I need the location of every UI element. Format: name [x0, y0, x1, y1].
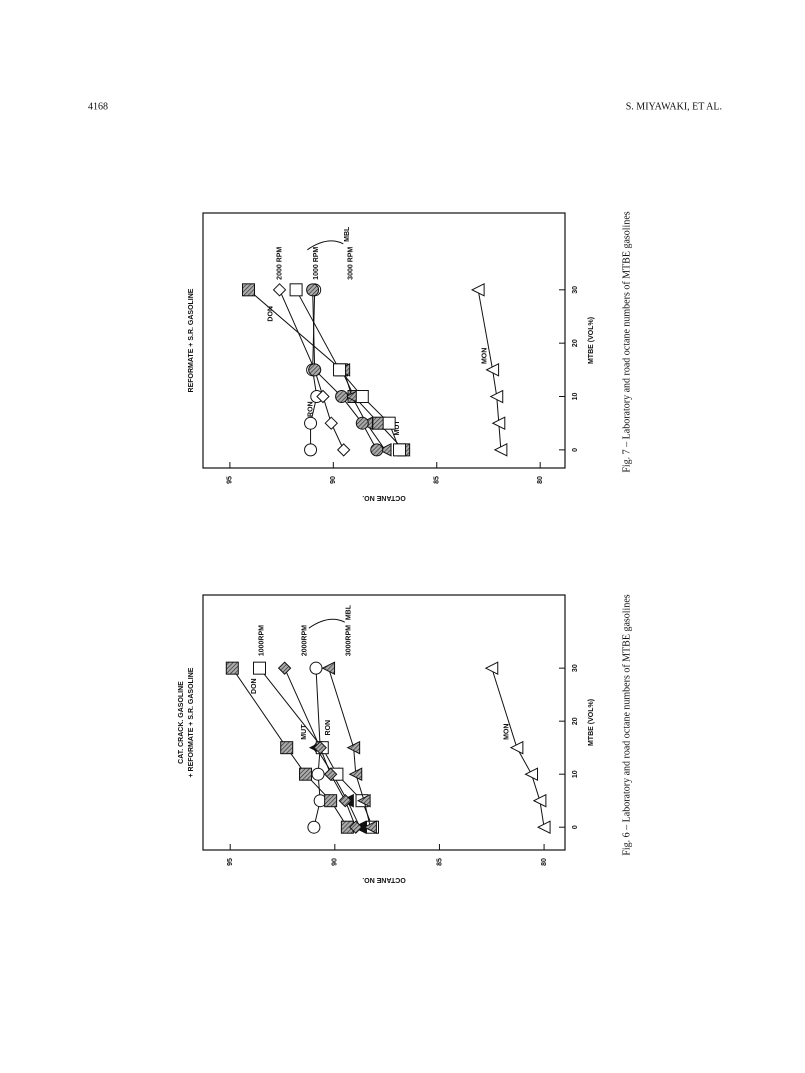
- x-tick-label: 0: [572, 448, 579, 452]
- series-label: 1000RPM: [258, 625, 265, 656]
- marker: [357, 793, 371, 808]
- x-axis-label: MTBE (VOL%): [588, 317, 595, 364]
- marker: [370, 443, 384, 457]
- series-label: DON: [267, 306, 274, 322]
- series-label: MON: [481, 348, 488, 364]
- marker: [304, 443, 318, 457]
- series-label: 2000 RPM: [276, 247, 283, 280]
- chart-subtitle: + REFORMATE + S.R. GASOLINE: [188, 667, 195, 777]
- marker: [336, 443, 351, 457]
- marker: [304, 416, 318, 430]
- marker: [346, 740, 361, 755]
- marker: [348, 767, 363, 781]
- marker: [484, 661, 499, 675]
- x-tick-label: 20: [572, 717, 579, 725]
- marker: [306, 283, 320, 297]
- plot-frame: [202, 594, 566, 851]
- marker: [524, 767, 539, 781]
- y-tick-label: 95: [227, 476, 234, 484]
- x-tick-label: 10: [572, 770, 579, 778]
- marker: [355, 390, 369, 404]
- marker: [308, 363, 322, 377]
- marker: [471, 283, 485, 297]
- marker: [509, 740, 524, 755]
- series-label: MUT: [301, 724, 308, 740]
- x-axis-label: MTBE (VOL%): [588, 699, 595, 746]
- series-line: [343, 369, 386, 451]
- marker: [289, 283, 303, 297]
- y-tick-label: 85: [436, 858, 443, 866]
- marker: [225, 661, 239, 675]
- marker: [377, 443, 392, 457]
- group-label: MBL: [346, 604, 353, 620]
- marker: [299, 767, 313, 781]
- x-tick-label: 0: [572, 825, 579, 829]
- running-head: S. MIYAWAKI, ET AL.: [626, 101, 722, 112]
- marker: [335, 390, 349, 404]
- marker: [309, 661, 323, 675]
- series-label: 3000RPM: [345, 625, 352, 656]
- marker: [272, 283, 287, 297]
- y-tick-label: 80: [541, 858, 548, 866]
- marker: [349, 820, 363, 834]
- figure-caption: Fig. 7 – Laboratory and road octane numb…: [621, 211, 632, 472]
- marker: [307, 820, 321, 834]
- marker: [311, 767, 325, 781]
- series-label: 3000 RPM: [347, 247, 354, 280]
- marker: [532, 793, 547, 808]
- group-arrow: [307, 240, 344, 251]
- plot-frame: [202, 212, 566, 469]
- series-label: DON: [251, 678, 258, 694]
- group-arrow: [308, 618, 346, 629]
- series-line: [315, 747, 361, 828]
- marker: [493, 443, 508, 457]
- marker: [313, 740, 327, 755]
- marker: [393, 443, 407, 457]
- y-axis-label: OCTANE NO.: [362, 494, 405, 501]
- y-tick-label: 80: [537, 476, 544, 484]
- marker: [280, 741, 294, 755]
- y-tick-label: 95: [227, 858, 234, 866]
- y-tick-label: 85: [434, 476, 441, 484]
- y-tick-label: 90: [330, 476, 337, 484]
- marker: [491, 416, 506, 430]
- series-label: 1000 RPM: [313, 247, 320, 280]
- x-tick-label: 30: [572, 286, 579, 294]
- marker: [324, 416, 338, 430]
- x-tick-label: 30: [572, 664, 579, 672]
- series-label: RON: [307, 401, 314, 417]
- page-number: 4168: [88, 101, 108, 112]
- marker: [321, 661, 336, 675]
- marker: [252, 661, 266, 675]
- marker: [489, 389, 504, 404]
- series-label: 2000RPM: [301, 625, 308, 656]
- series-label: MON: [504, 724, 511, 740]
- series-label: MUT: [394, 420, 401, 436]
- marker: [382, 416, 396, 430]
- marker: [316, 389, 330, 404]
- chart-title: CAT. CRACK. GASOLINE: [178, 681, 185, 764]
- figure-caption: Fig. 6 – Laboratory and road octane numb…: [621, 594, 632, 855]
- x-tick-label: 10: [572, 393, 579, 401]
- marker: [242, 283, 256, 297]
- marker: [485, 363, 500, 377]
- marker: [355, 416, 369, 430]
- y-axis-label: OCTANE NO.: [362, 876, 405, 883]
- marker: [333, 363, 347, 377]
- marker: [338, 793, 352, 808]
- marker: [536, 820, 551, 835]
- marker: [277, 661, 292, 675]
- chart-title: REFORMATE + S.R. GASOLINE: [188, 288, 195, 392]
- marker: [324, 794, 338, 808]
- series-label: RON: [325, 720, 332, 736]
- y-tick-label: 90: [332, 858, 339, 866]
- marker: [363, 820, 377, 835]
- group-label: MBL: [344, 226, 351, 242]
- x-tick-label: 20: [572, 339, 579, 347]
- marker: [323, 767, 338, 781]
